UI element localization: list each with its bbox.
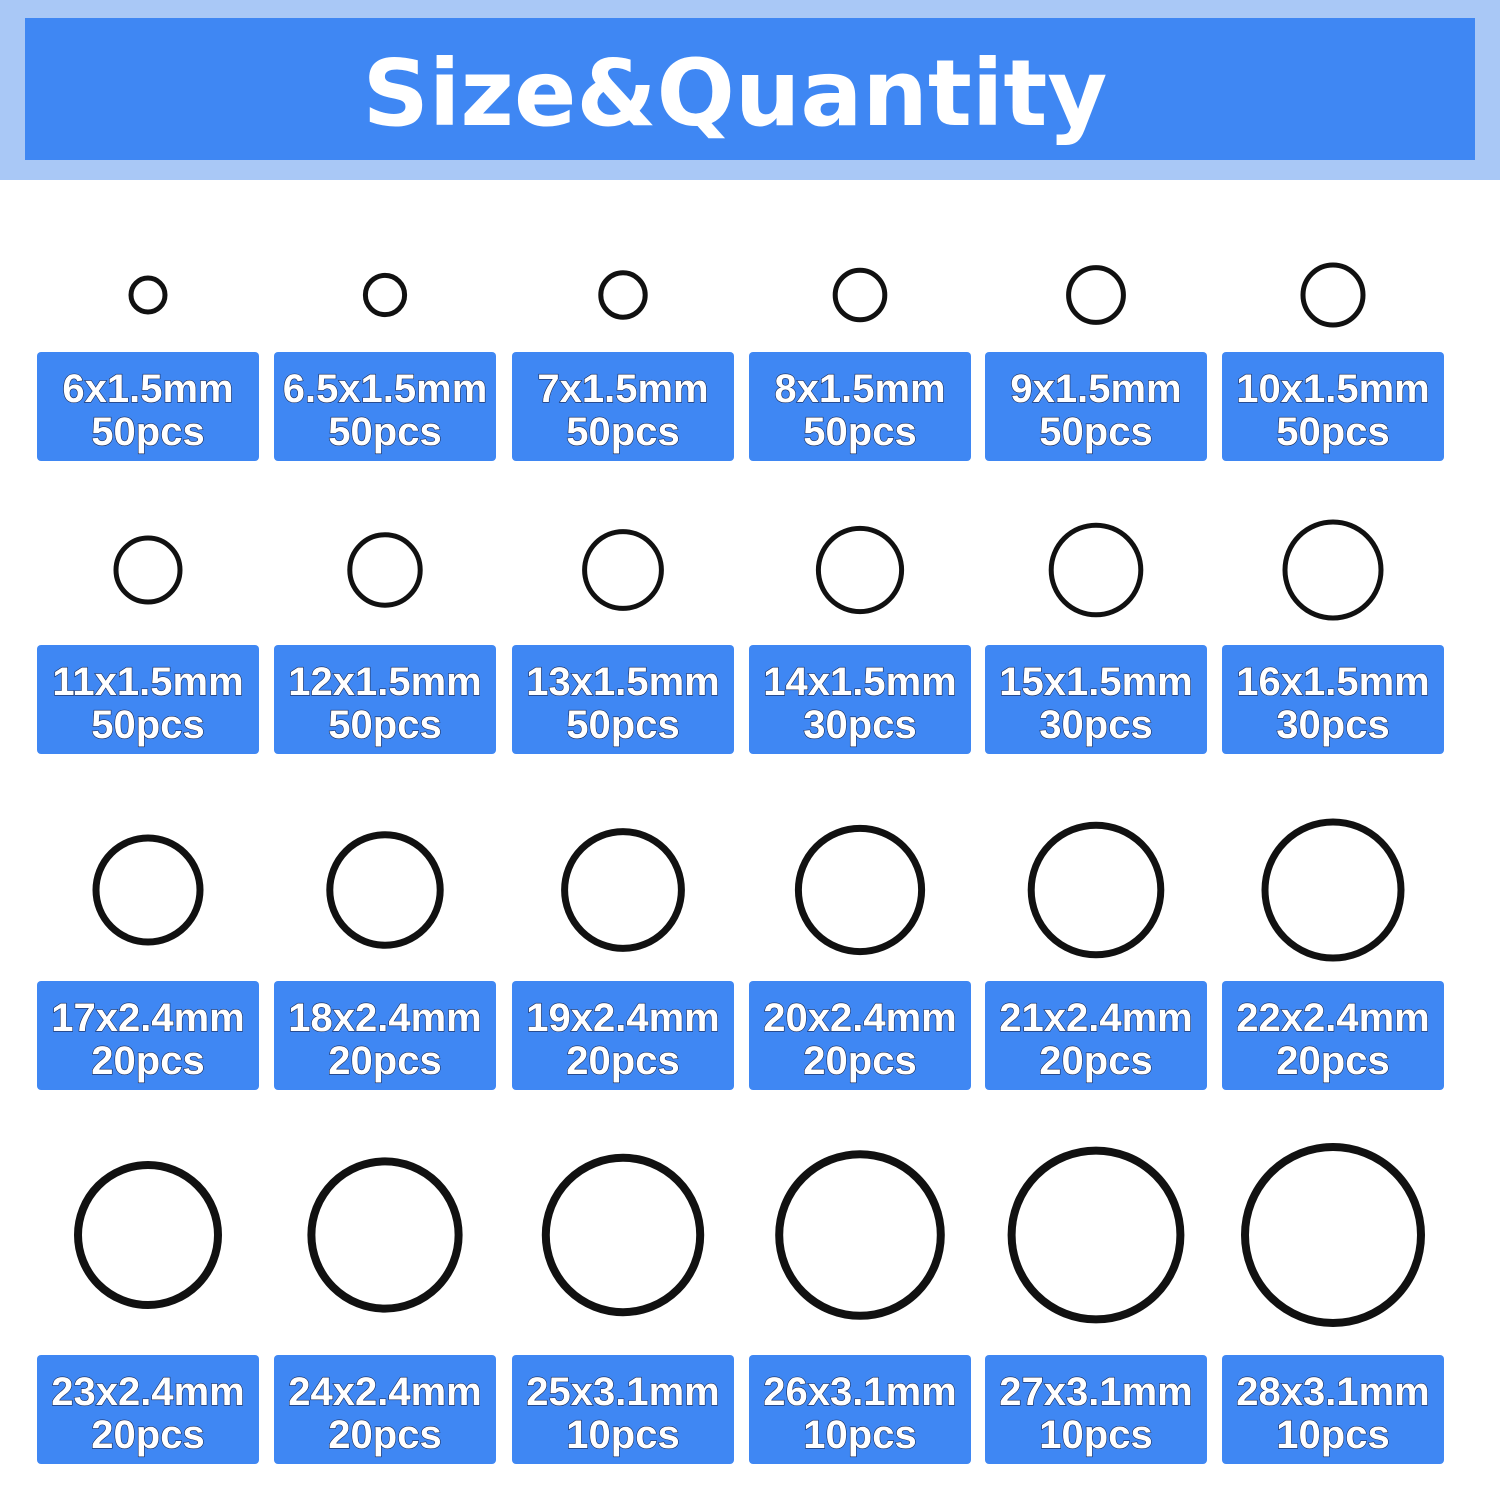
label-box bbox=[512, 1355, 734, 1464]
label-box bbox=[985, 981, 1207, 1090]
o-ring bbox=[561, 828, 685, 952]
size-label: 19x2.4mm bbox=[526, 996, 719, 1040]
o-ring bbox=[347, 532, 423, 608]
o-ring bbox=[1282, 519, 1384, 621]
label-box bbox=[274, 352, 496, 461]
title: Size&Quantity bbox=[363, 40, 1108, 147]
label-box bbox=[274, 1355, 496, 1464]
o-ring bbox=[1241, 1143, 1425, 1327]
label-box bbox=[274, 645, 496, 754]
label-box bbox=[985, 645, 1207, 754]
header-box bbox=[25, 18, 1475, 160]
size-label: 6x1.5mm bbox=[62, 367, 233, 411]
o-ring bbox=[1048, 522, 1144, 618]
size-label: 22x2.4mm bbox=[1236, 996, 1429, 1040]
quantity-label: 20pcs bbox=[91, 1039, 204, 1083]
o-ring bbox=[794, 824, 926, 956]
quantity-label: 30pcs bbox=[1276, 703, 1389, 747]
label-box bbox=[985, 352, 1207, 461]
quantity-label: 50pcs bbox=[328, 410, 441, 454]
label-box bbox=[37, 1355, 259, 1464]
label-box bbox=[749, 645, 971, 754]
o-ring bbox=[74, 1161, 222, 1309]
quantity-label: 20pcs bbox=[91, 1413, 204, 1457]
o-ring bbox=[582, 529, 664, 611]
size-label: 11x1.5mm bbox=[52, 660, 243, 704]
size-label: 24x2.4mm bbox=[288, 1370, 481, 1414]
quantity-label: 50pcs bbox=[566, 410, 679, 454]
o-ring bbox=[1027, 821, 1165, 959]
quantity-label: 20pcs bbox=[328, 1413, 441, 1457]
quantity-label: 50pcs bbox=[1276, 410, 1389, 454]
quantity-label: 50pcs bbox=[803, 410, 916, 454]
o-ring bbox=[815, 525, 905, 615]
quantity-label: 50pcs bbox=[1039, 410, 1152, 454]
quantity-label: 20pcs bbox=[803, 1039, 916, 1083]
label-box bbox=[1222, 645, 1444, 754]
o-ring bbox=[775, 1150, 945, 1320]
size-label: 23x2.4mm bbox=[51, 1370, 244, 1414]
size-label: 6.5x1.5mm bbox=[283, 367, 488, 411]
size-label: 9x1.5mm bbox=[1010, 367, 1181, 411]
label-box bbox=[1222, 981, 1444, 1090]
quantity-label: 20pcs bbox=[566, 1039, 679, 1083]
label-box bbox=[1222, 1355, 1444, 1464]
size-label: 25x3.1mm bbox=[526, 1370, 719, 1414]
label-box bbox=[274, 981, 496, 1090]
size-label: 27x3.1mm bbox=[999, 1370, 1192, 1414]
quantity-label: 10pcs bbox=[803, 1413, 916, 1457]
label-box bbox=[749, 981, 971, 1090]
quantity-label: 20pcs bbox=[328, 1039, 441, 1083]
quantity-label: 10pcs bbox=[1039, 1413, 1152, 1457]
o-ring bbox=[326, 831, 444, 949]
size-label: 18x2.4mm bbox=[288, 996, 481, 1040]
o-ring bbox=[362, 272, 408, 318]
o-ring bbox=[1007, 1146, 1185, 1324]
label-box bbox=[512, 981, 734, 1090]
label-box bbox=[749, 1355, 971, 1464]
size-label: 21x2.4mm bbox=[999, 996, 1192, 1040]
o-ring bbox=[128, 275, 168, 315]
label-box bbox=[1222, 352, 1444, 461]
size-label: 28x3.1mm bbox=[1236, 1370, 1429, 1414]
quantity-label: 30pcs bbox=[803, 703, 916, 747]
size-label: 8x1.5mm bbox=[774, 367, 945, 411]
label-box bbox=[749, 352, 971, 461]
label-box bbox=[37, 981, 259, 1090]
o-ring bbox=[832, 267, 888, 323]
quantity-label: 10pcs bbox=[1276, 1413, 1389, 1457]
label-box bbox=[37, 645, 259, 754]
size-label: 26x3.1mm bbox=[763, 1370, 956, 1414]
size-label: 12x1.5mm bbox=[288, 660, 481, 704]
size-label: 17x2.4mm bbox=[51, 996, 244, 1040]
size-label: 20x2.4mm bbox=[763, 996, 956, 1040]
o-ring bbox=[541, 1153, 705, 1317]
o-ring bbox=[1066, 265, 1126, 325]
size-label: 16x1.5mm bbox=[1236, 660, 1429, 704]
size-label: 14x1.5mm bbox=[763, 660, 956, 704]
quantity-label: 50pcs bbox=[566, 703, 679, 747]
o-ring bbox=[92, 834, 204, 946]
o-ring bbox=[1261, 818, 1405, 962]
o-ring bbox=[598, 270, 648, 320]
size-label: 13x1.5mm bbox=[526, 660, 719, 704]
o-ring bbox=[1300, 262, 1366, 328]
quantity-label: 10pcs bbox=[566, 1413, 679, 1457]
label-box bbox=[985, 1355, 1207, 1464]
size-label: 15x1.5mm bbox=[999, 660, 1192, 704]
label-box bbox=[37, 352, 259, 461]
label-box bbox=[512, 352, 734, 461]
size-label: 10x1.5mm bbox=[1236, 367, 1429, 411]
o-ring bbox=[307, 1157, 463, 1313]
quantity-label: 50pcs bbox=[328, 703, 441, 747]
quantity-label: 20pcs bbox=[1276, 1039, 1389, 1083]
quantity-label: 50pcs bbox=[91, 410, 204, 454]
size-label: 7x1.5mm bbox=[537, 367, 708, 411]
label-box bbox=[512, 645, 734, 754]
quantity-label: 30pcs bbox=[1039, 703, 1152, 747]
quantity-label: 20pcs bbox=[1039, 1039, 1152, 1083]
o-ring bbox=[113, 535, 183, 605]
quantity-label: 50pcs bbox=[91, 703, 204, 747]
